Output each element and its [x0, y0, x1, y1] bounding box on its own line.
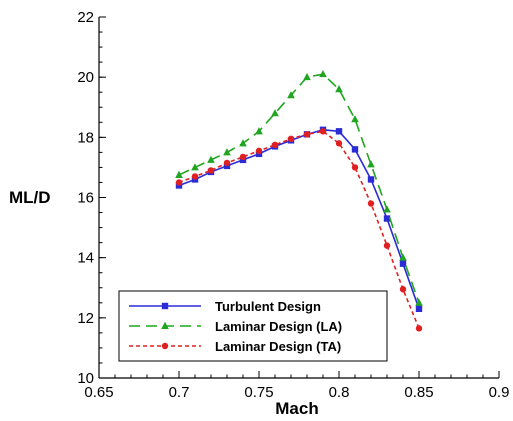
- legend-marker: [161, 342, 169, 350]
- data-point: [383, 242, 391, 249]
- data-point: [367, 200, 375, 207]
- y-axis-label: ML/D: [9, 188, 51, 207]
- data-point: [239, 153, 247, 161]
- y-tick-label: 12: [77, 310, 94, 327]
- data-point: [287, 91, 295, 99]
- data-point: [223, 148, 231, 156]
- data-point: [399, 260, 407, 267]
- x-tick-label: 0.8: [329, 384, 350, 401]
- data-point: [303, 72, 311, 81]
- data-point: [335, 85, 343, 93]
- data-point: [191, 173, 199, 180]
- data-point: [415, 305, 423, 313]
- data-point: [175, 170, 183, 178]
- data-point: [271, 109, 279, 117]
- data-point: [255, 147, 263, 155]
- data-point: [415, 325, 423, 332]
- y-tick-label: 16: [77, 190, 94, 207]
- legend-label: Laminar Design (TA): [215, 339, 341, 354]
- data-point: [351, 146, 359, 153]
- series-line: [178, 73, 420, 304]
- series-1: [175, 126, 423, 313]
- data-point: [319, 69, 327, 78]
- data-point: [335, 128, 343, 135]
- series-group: [175, 69, 423, 332]
- legend-label: Turbulent Design: [215, 299, 321, 314]
- axis-ticks: 0.65 0.7 0.75 0.8 0.85 0.9 10 12 14 16 18 20 22: [77, 9, 509, 401]
- y-tick-label: 18: [77, 129, 94, 146]
- data-point: [367, 176, 375, 183]
- data-point: [223, 159, 231, 167]
- data-point: [351, 164, 359, 171]
- data-point: [207, 155, 215, 163]
- series-2: [175, 69, 423, 306]
- legend: Turbulent Design Laminar Design (LA) Lamin…: [118, 290, 388, 362]
- series-line: [178, 129, 420, 310]
- x-axis-label: Mach: [275, 399, 318, 418]
- x-tick-label: 0.7: [169, 384, 190, 401]
- legend-marker: [161, 321, 169, 329]
- data-point: [415, 298, 423, 306]
- x-tick-label: 0.85: [404, 384, 433, 401]
- y-tick-label: 20: [77, 69, 94, 86]
- data-point: [191, 163, 199, 171]
- legend-marker: [161, 302, 169, 310]
- data-point: [287, 135, 295, 143]
- data-point: [351, 115, 359, 123]
- data-point: [335, 140, 343, 147]
- y-tick-label: 14: [77, 250, 94, 267]
- data-point: [383, 205, 391, 213]
- series-line: [178, 130, 420, 329]
- series-3: [175, 128, 423, 332]
- data-point: [239, 139, 247, 147]
- x-tick-label: 0.65: [84, 384, 113, 401]
- data-point: [399, 286, 407, 293]
- data-point: [303, 131, 311, 138]
- data-point: [367, 160, 375, 168]
- y-tick-label: 22: [77, 9, 94, 26]
- x-tick-label: 0.9: [489, 384, 510, 401]
- data-point: [207, 167, 215, 174]
- data-point: [383, 215, 391, 222]
- legend-label: Laminar Design (LA): [215, 319, 342, 334]
- data-point: [255, 127, 263, 135]
- data-point: [319, 128, 327, 135]
- data-point: [271, 141, 279, 149]
- data-point: [175, 179, 183, 186]
- x-tick-label: 0.75: [244, 384, 273, 401]
- data-point: [399, 253, 407, 261]
- y-tick-label: 10: [77, 370, 94, 387]
